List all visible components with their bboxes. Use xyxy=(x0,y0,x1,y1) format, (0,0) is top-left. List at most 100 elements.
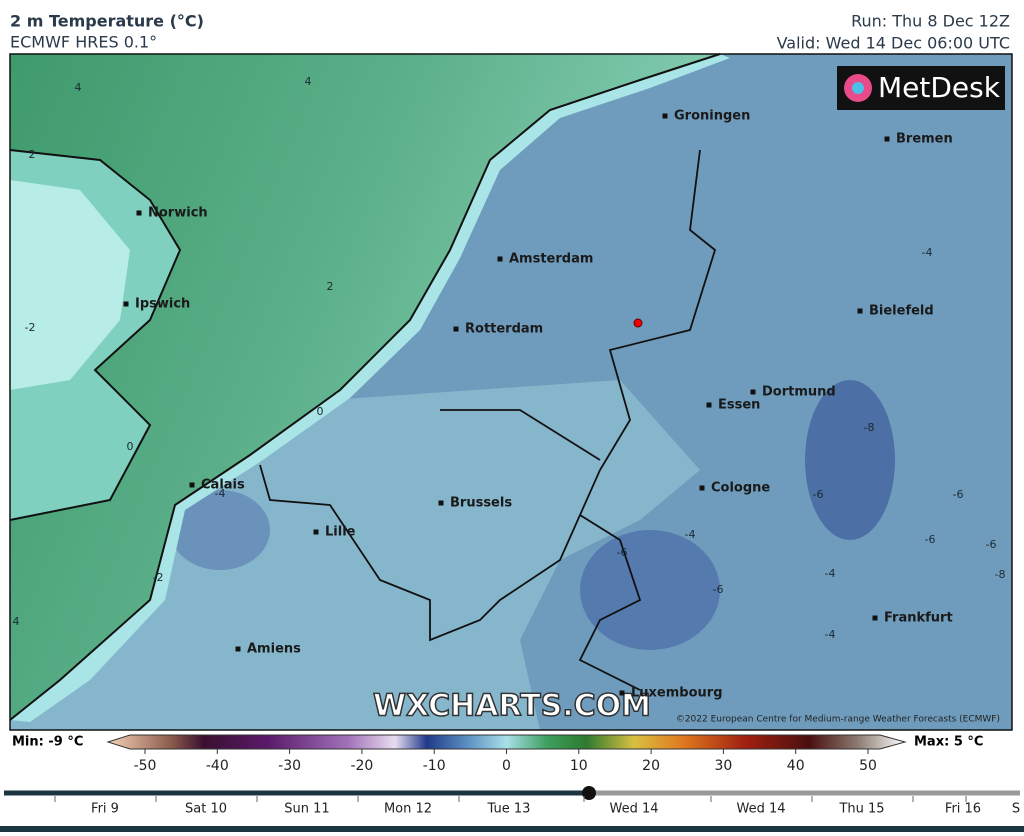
contour-label: -2 xyxy=(153,571,164,584)
colorbar-tick-label: -20 xyxy=(350,758,373,774)
coastline xyxy=(9,53,721,721)
land-light xyxy=(10,380,700,730)
colorbar-tick-label: -30 xyxy=(278,758,301,774)
day-label: Sat 10 xyxy=(185,802,227,817)
min-label: Min: -9 °C xyxy=(12,735,83,750)
logo-text: MetDesk xyxy=(878,71,1001,104)
day-label: Wed 14 xyxy=(609,802,658,817)
day-label: Thu 15 xyxy=(838,802,884,817)
city-dot xyxy=(453,326,459,332)
contour-label: -6 xyxy=(713,583,724,596)
city-label: Rotterdam xyxy=(465,322,543,337)
footer-bar xyxy=(0,826,1024,832)
contour-label: -6 xyxy=(953,488,964,501)
colorbar-tick-label: -40 xyxy=(206,758,229,774)
day-label: Tue 13 xyxy=(487,802,531,817)
day-label: Fri 16 xyxy=(945,802,981,817)
day-label: Sun 11 xyxy=(284,802,329,817)
contour-label: -4 xyxy=(922,246,933,259)
contour-label: 2 xyxy=(327,280,334,293)
city-label: Brussels xyxy=(450,496,512,511)
city-dot xyxy=(313,529,319,535)
city-label: Norwich xyxy=(148,206,208,221)
city-label: Amsterdam xyxy=(509,252,593,267)
city-label: Calais xyxy=(201,478,245,493)
cold-area xyxy=(170,490,270,570)
city-label: Frankfurt xyxy=(884,611,953,626)
city-dot xyxy=(123,301,129,307)
colorbar-tick-label: 0 xyxy=(502,758,511,774)
title: 2 m Temperature (°C) xyxy=(10,12,204,31)
city-label: Ipswich xyxy=(135,297,190,312)
contour-label: -8 xyxy=(995,568,1006,581)
city-label: Cologne xyxy=(711,481,770,496)
city-label: Bremen xyxy=(896,132,953,147)
city-dot xyxy=(235,646,241,652)
cold-area xyxy=(805,380,895,540)
contour-label: 2 xyxy=(29,148,36,161)
timeline-knob[interactable] xyxy=(582,786,596,800)
city-label: Luxembourg xyxy=(631,686,723,701)
location-marker xyxy=(633,318,643,328)
city-label: Essen xyxy=(718,398,760,413)
subtitle: ECMWF HRES 0.1° xyxy=(10,33,157,52)
contour-label: -2 xyxy=(25,321,36,334)
day-label: Wed 14 xyxy=(736,802,785,817)
map-frame xyxy=(9,53,1013,731)
colorbar-tick-label: -10 xyxy=(423,758,446,774)
city-dot xyxy=(662,113,668,119)
contour-label: -6 xyxy=(617,546,628,559)
contour-label: 4 xyxy=(75,81,82,94)
colorbar-tick-label: -50 xyxy=(134,758,157,774)
contour-label: -4 xyxy=(685,528,696,541)
contour-label: -4 xyxy=(825,628,836,641)
colorbar: Min: -9 °C Max: 5 °C xyxy=(12,734,983,750)
city-dot xyxy=(497,256,503,262)
valid-time: Valid: Wed 14 Dec 06:00 UTC xyxy=(777,34,1010,53)
colorbar-tick-label: 50 xyxy=(859,758,877,774)
day-label: S xyxy=(1012,802,1020,817)
timeline xyxy=(0,786,1024,832)
map: MetDesk WXCHARTS.COM ©2022 European Cent… xyxy=(9,53,1013,731)
colorbar-tick-label: 20 xyxy=(642,758,660,774)
contour-label: 0 xyxy=(127,440,134,453)
contour-label: -4 xyxy=(825,567,836,580)
day-label: Mon 12 xyxy=(384,802,432,817)
city-label: Groningen xyxy=(674,109,750,124)
city-dot xyxy=(619,690,625,696)
city-dot xyxy=(706,402,712,408)
run-time: Run: Thu 8 Dec 12Z xyxy=(851,12,1010,31)
city-dot xyxy=(438,500,444,506)
colorbar-scale xyxy=(106,734,907,750)
watermark: WXCHARTS.COM xyxy=(373,689,651,724)
contour-label: -8 xyxy=(864,421,875,434)
cold-area xyxy=(580,530,720,650)
colorbar-tick-label: 30 xyxy=(714,758,732,774)
city-dot xyxy=(884,136,890,142)
day-label: Fri 9 xyxy=(91,802,119,817)
contour-label: -4 xyxy=(215,487,226,500)
city-label: Dortmund xyxy=(762,385,836,400)
max-label: Max: 5 °C xyxy=(914,735,983,750)
sea xyxy=(10,54,720,720)
city-label: Lille xyxy=(325,525,356,540)
city-dot xyxy=(189,482,195,488)
attribution: ©2022 European Centre for Medium-range W… xyxy=(676,715,1000,725)
borders xyxy=(259,149,717,691)
city-dot xyxy=(699,485,705,491)
england-interior xyxy=(10,180,130,390)
logo-icon xyxy=(852,82,864,94)
city-label: Bielefeld xyxy=(869,304,934,319)
contour-label: 0 xyxy=(317,405,324,418)
colorbar-tick-label: 40 xyxy=(787,758,805,774)
contour-label: 4 xyxy=(305,75,312,88)
city-dot xyxy=(857,308,863,314)
contour-label: 4 xyxy=(13,615,20,628)
city-dot xyxy=(136,210,142,216)
colorbar-tick-label: 10 xyxy=(570,758,588,774)
city-dot xyxy=(872,615,878,621)
city-label: Amiens xyxy=(247,642,301,657)
city-dot xyxy=(750,389,756,395)
contour-label: -6 xyxy=(986,538,997,551)
